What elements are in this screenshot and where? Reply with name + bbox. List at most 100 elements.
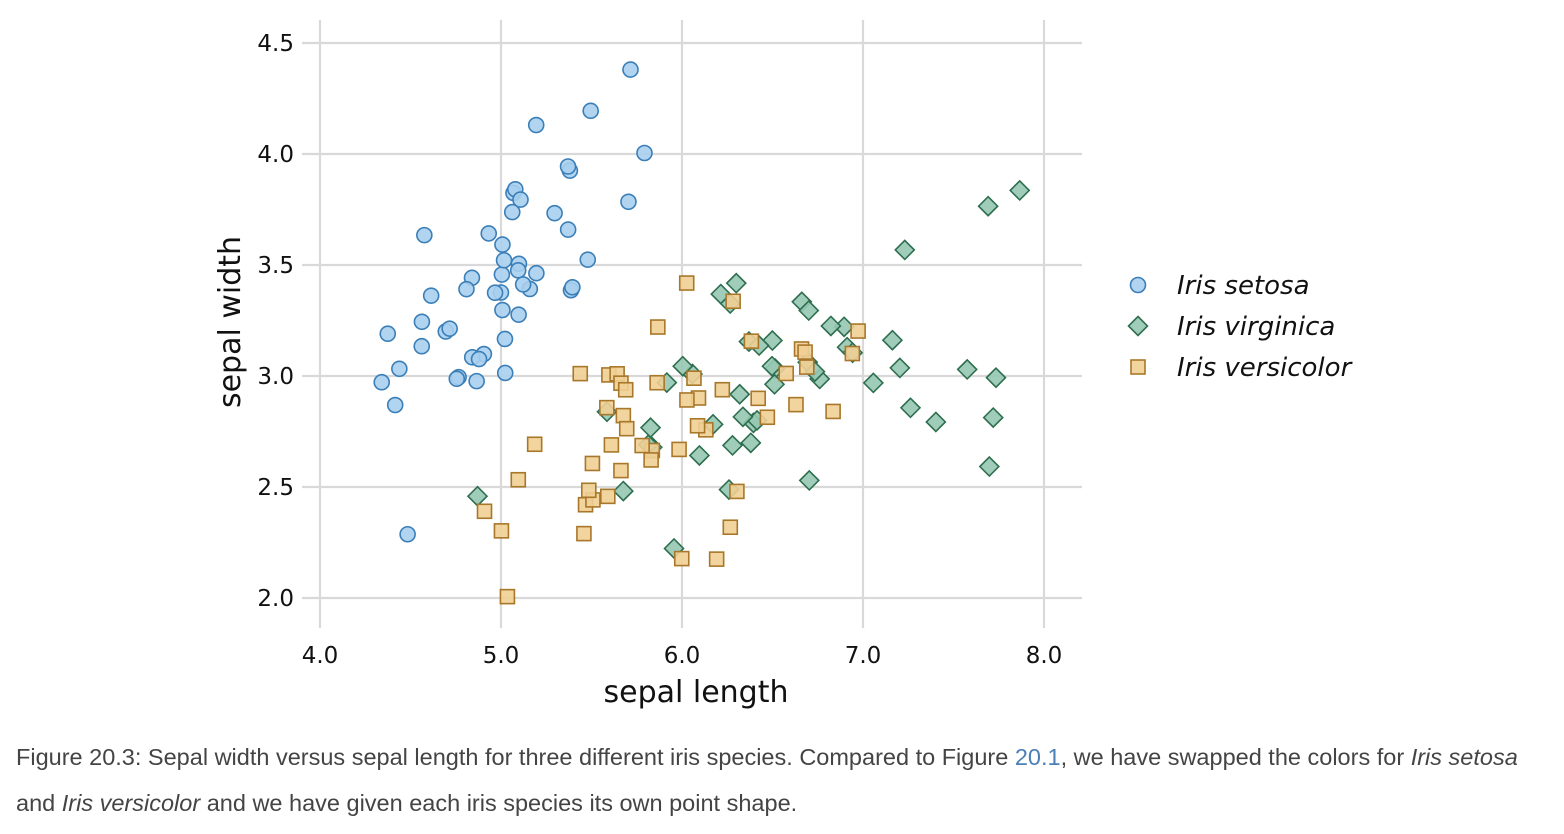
data-point-circle — [509, 262, 527, 279]
data-point-diamond — [761, 355, 783, 377]
data-point-diamond — [977, 195, 999, 217]
y-tick-label: 4.0 — [257, 142, 294, 168]
data-point-circle — [413, 337, 431, 355]
data-point-circle — [510, 306, 527, 323]
data-point-square — [526, 436, 543, 453]
data-point-diamond — [639, 417, 662, 439]
data-point-square — [618, 420, 635, 437]
data-point-diamond — [612, 480, 634, 502]
data-point-square — [603, 437, 620, 453]
data-point-square — [649, 374, 665, 391]
data-point-circle — [546, 204, 563, 222]
data-point-circle — [458, 280, 475, 298]
x-tick-label: 6.0 — [664, 643, 701, 669]
data-point-diamond — [732, 406, 754, 428]
data-point-square — [725, 293, 741, 310]
data-point-square — [600, 488, 616, 505]
data-point-square — [750, 390, 766, 407]
data-point-circle — [470, 350, 488, 368]
data-point-circle — [379, 325, 397, 343]
caption-species-versicolor: Iris versicolor — [61, 790, 201, 816]
data-point-circle — [468, 372, 485, 390]
data-point-square — [576, 525, 592, 542]
axis-titles: sepal length sepal width — [213, 236, 789, 710]
data-point-square — [850, 323, 866, 339]
legend-key-circle — [1129, 276, 1147, 294]
data-point-square — [679, 392, 695, 408]
data-point-diamond — [978, 455, 1000, 478]
y-tick-label: 4.5 — [257, 31, 294, 57]
data-point-square — [797, 344, 813, 360]
data-point-diamond — [798, 469, 820, 492]
data-point-square — [686, 370, 702, 386]
y-tick-label: 2.0 — [257, 586, 294, 612]
data-point-diamond — [729, 383, 751, 405]
data-point-diamond — [985, 367, 1007, 389]
data-point-diamond — [798, 299, 820, 322]
x-tick-label: 4.0 — [302, 643, 339, 669]
data-point-circle — [559, 158, 577, 175]
data-point-circle — [622, 61, 639, 78]
data-point-diamond — [881, 329, 904, 351]
data-point-square — [825, 403, 841, 420]
data-point-circle — [636, 144, 653, 162]
x-tick-label: 8.0 — [1026, 643, 1063, 669]
data-point-square — [729, 483, 745, 500]
data-point-square — [778, 365, 795, 382]
data-point-square — [499, 588, 516, 605]
scatter-figure: 4.0 5.0 6.0 7.0 8.0 2.0 2.5 3.0 3.5 4.0 4.5 sepal … — [213, 20, 1354, 710]
data-point-circle — [441, 320, 458, 337]
data-point-circle — [416, 226, 433, 244]
data-point-diamond — [1009, 179, 1031, 202]
caption-text-2: , we have swapped the colors for — [1060, 744, 1411, 770]
data-point-diamond — [889, 357, 911, 379]
data-point-square — [743, 333, 760, 349]
data-point-square — [759, 409, 776, 426]
data-point-square — [689, 417, 706, 434]
data-point-square — [722, 519, 739, 536]
data-point-square — [617, 381, 634, 398]
data-point-circle — [493, 266, 511, 283]
figure-caption: Figure 20.3: Sepal width versus sepal le… — [16, 734, 1556, 826]
legend-key-diamond — [1127, 315, 1149, 337]
y-axis-title: sepal width — [213, 236, 248, 408]
data-point-circle — [494, 236, 511, 253]
legend-key-square — [1130, 359, 1146, 375]
data-point-circle — [386, 396, 404, 414]
figure-reference-link[interactable]: 20.1 — [1014, 744, 1061, 770]
data-point-circle — [495, 251, 513, 269]
data-point-square — [493, 523, 510, 539]
legend: Iris setosa Iris virginica Iris versicolor — [1127, 271, 1354, 383]
data-point-square — [798, 359, 815, 375]
tick-labels: 4.0 5.0 6.0 7.0 8.0 2.0 2.5 3.0 3.5 4.0 4.5 — [257, 31, 1062, 669]
data-point-square — [572, 365, 589, 382]
data-point-diamond — [982, 406, 1004, 429]
data-point-square — [788, 396, 804, 413]
data-point-circle — [514, 276, 532, 293]
data-point-circle — [373, 373, 391, 391]
caption-species-setosa: Iris setosa — [1410, 744, 1518, 770]
data-point-circle — [579, 251, 597, 268]
data-point-square — [671, 441, 687, 458]
grid-lines — [302, 20, 1082, 628]
data-point-circle — [480, 225, 498, 242]
data-point-diamond — [725, 272, 747, 294]
data-point-square — [643, 452, 659, 468]
data-point-square — [678, 275, 695, 291]
data-point-diamond — [466, 485, 489, 507]
data-point-circle — [391, 360, 408, 378]
data-point-circle — [486, 284, 504, 302]
data-point-square — [584, 455, 601, 472]
data-point-square — [844, 345, 861, 362]
data-point-square — [714, 381, 731, 398]
data-point-circle — [564, 278, 581, 296]
legend-label: Iris versicolor — [1177, 353, 1354, 383]
data-points — [373, 61, 1031, 605]
data-point-square — [599, 399, 615, 416]
data-point-square — [650, 319, 666, 335]
data-point-diamond — [688, 444, 711, 467]
data-point-circle — [422, 287, 440, 304]
data-point-circle — [503, 203, 521, 221]
legend-label: Iris virginica — [1177, 312, 1335, 342]
caption-text-4: and we have given each iris species its … — [200, 790, 798, 816]
